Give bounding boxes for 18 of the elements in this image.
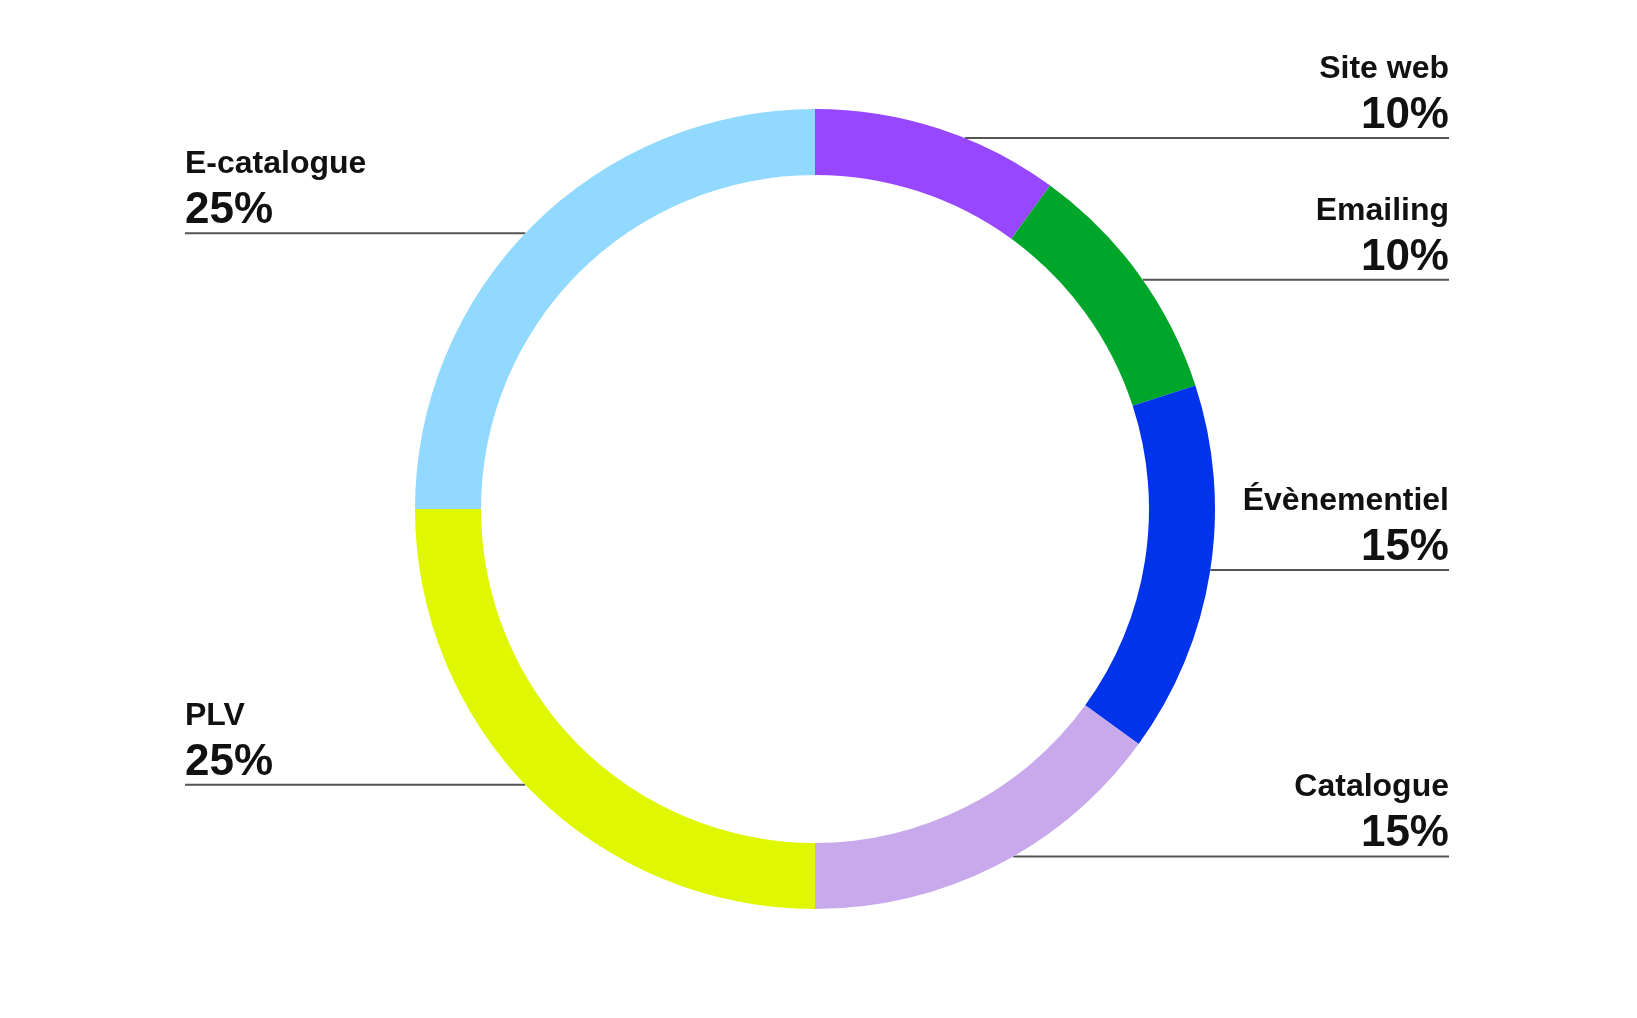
data-label: 10%: [1360, 229, 1449, 279]
donut-slice: [815, 109, 1051, 239]
data-label: 15%: [1360, 520, 1449, 570]
donut-slice: [415, 109, 815, 509]
slice-label: PLV: [185, 695, 246, 732]
donut-slice: [815, 705, 1139, 909]
donut-slice: [415, 509, 815, 909]
slice-label: Évènementiel: [1242, 481, 1449, 518]
slice-label: Emailing: [1315, 190, 1449, 227]
data-label: 10%: [1360, 88, 1449, 138]
slice-label: Site web: [1319, 49, 1449, 86]
data-label: 25%: [185, 183, 274, 233]
donut-slice: [1085, 385, 1215, 745]
data-label: 25%: [185, 734, 274, 784]
donut-slice: [1011, 185, 1196, 406]
slice-label: Catalogue: [1294, 767, 1449, 804]
slice-label: E-catalogue: [185, 144, 367, 181]
data-label: 15%: [1360, 806, 1449, 856]
